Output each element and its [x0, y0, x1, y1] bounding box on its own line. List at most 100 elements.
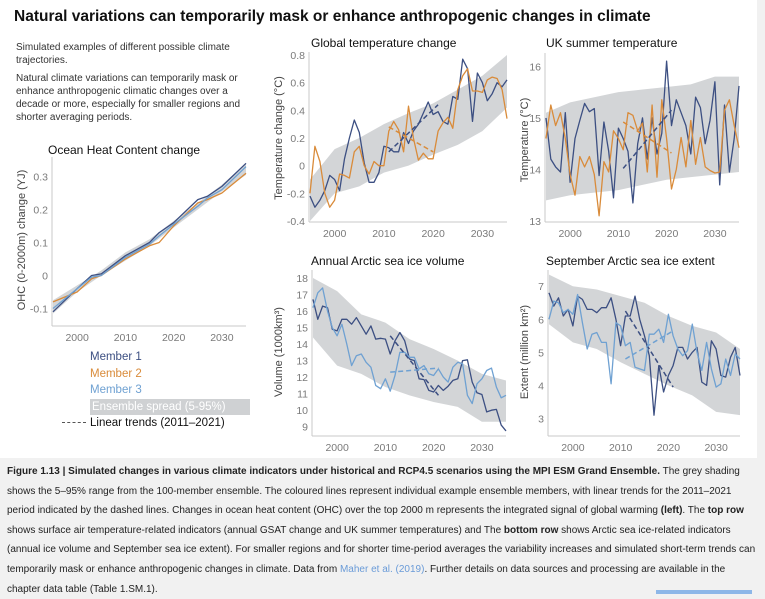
- icevol-y-tick-label: 14: [296, 339, 308, 351]
- chart-title-ohc: Ocean Heat Content change: [48, 143, 200, 157]
- gsat-trend-member-2: [388, 126, 434, 153]
- ohc-series-member-1: [52, 162, 247, 313]
- ohc-y-tick-label: 0.3: [33, 172, 48, 184]
- ohc-series-member-3: [52, 166, 247, 310]
- iceext-trend-member-1: [624, 310, 674, 388]
- gsat-x-tick-label: 2000: [323, 228, 347, 240]
- caption-label: Figure 1.13 | Simulated changes in vario…: [7, 466, 660, 477]
- intro-paragraph-2: Natural climate variations can temporari…: [16, 73, 240, 123]
- caption-text: . Further details on data sources and pr…: [7, 563, 726, 595]
- uk-x-tick-label: 2030: [703, 228, 727, 240]
- ylabel-icevol: Volume (1000km³): [273, 307, 285, 397]
- gsat-ensemble-spread: [310, 55, 507, 221]
- gsat-x-tick-label: 2020: [421, 228, 445, 240]
- iceext-x-tick-label: 2030: [704, 442, 728, 454]
- icevol-trend-member-3: [390, 367, 439, 373]
- uk-ensemble-spread: [546, 76, 739, 201]
- ohc-x-tick-label: 2000: [65, 332, 89, 344]
- icevol-x-tick-label: 2000: [325, 442, 349, 454]
- gsat-y-tick-label: -0.2: [287, 188, 305, 200]
- uk-x-tick-label: 2010: [607, 228, 631, 240]
- chart-title-uk: UK summer temperature: [546, 36, 678, 50]
- icevol-y-tick-label: 12: [296, 372, 308, 384]
- gsat-series-member-1: [309, 58, 508, 208]
- caption-bold-top-row: top row: [707, 505, 744, 517]
- chart-title-iceext: September Arctic sea ice extent: [546, 254, 715, 268]
- uk-x-tick-label: 2020: [655, 228, 679, 240]
- gsat-y-tick-label: 0: [299, 161, 305, 173]
- icevol-x-tick-label: 2020: [422, 442, 446, 454]
- iceext-y-tick-label: 4: [538, 380, 544, 392]
- uk-x-tick-label: 2000: [558, 228, 582, 240]
- caption-text: . The: [682, 505, 708, 517]
- caption-text: The grey shading shows the 5–95% range f…: [7, 466, 740, 517]
- legend-ensemble-spread: Ensemble spread (5-95%): [90, 398, 250, 415]
- iceext-y-tick-label: 5: [538, 347, 544, 359]
- ylabel-ohc: OHC (0-2000m) change (YJ): [16, 170, 28, 311]
- icevol-x-tick-label: 2010: [374, 442, 398, 454]
- ohc-ensemble-spread: [53, 163, 246, 314]
- legend-member-3: Member 3: [90, 384, 142, 396]
- maher-2019-link[interactable]: Maher et al. (2019): [339, 563, 425, 575]
- icevol-ensemble-spread: [313, 277, 506, 422]
- icevol-series-member-3: [312, 287, 507, 405]
- figure-title: Natural variations can temporarily mask …: [14, 8, 651, 25]
- ohc-y-tick-label: 0.1: [33, 238, 48, 250]
- icevol-x-tick-label: 2030: [470, 442, 494, 454]
- uk-y-tick-label: 13: [529, 216, 541, 228]
- uk-series-member-1: [545, 60, 740, 204]
- legend-member-1: Member 1: [90, 351, 142, 363]
- uk-y-tick-label: 15: [529, 113, 541, 125]
- scroll-indicator: [656, 590, 752, 594]
- gsat-x-tick-label: 2010: [372, 228, 396, 240]
- iceext-series-member-1: [548, 292, 741, 416]
- charts-canvas: Ocean Heat Content change OHC (0-2000m) …: [16, 36, 741, 454]
- iceext-x-tick-label: 2010: [609, 442, 633, 454]
- intro-paragraph-1: Simulated examples of different possible…: [16, 42, 230, 66]
- iceext-y-tick-label: 7: [538, 281, 544, 293]
- iceext-ensemble-spread: [549, 274, 740, 416]
- icevol-y-tick-label: 10: [296, 405, 308, 417]
- iceext-x-tick-label: 2020: [657, 442, 681, 454]
- chart-title-icevol: Annual Arctic sea ice volume: [311, 254, 465, 268]
- uk-trend-member-1: [622, 109, 673, 169]
- gsat-x-tick-label: 2030: [471, 228, 495, 240]
- gsat-y-tick-label: 0.2: [290, 133, 305, 145]
- icevol-y-tick-label: 17: [296, 289, 308, 301]
- dashed-line-icon: [62, 422, 86, 424]
- ylabel-uk: Temperature (°C): [519, 98, 531, 182]
- icevol-y-tick-label: 16: [296, 306, 308, 318]
- iceext-series-member-3: [548, 293, 741, 388]
- caption-text: shows Arctic sea ice-related indicators …: [7, 524, 756, 575]
- ohc-y-tick-label: -0.1: [30, 304, 48, 316]
- gsat-y-tick-label: 0.6: [290, 78, 305, 90]
- icevol-series-member-1: [312, 299, 507, 432]
- caption-bold-left: (left): [660, 505, 683, 517]
- figure-caption: Figure 1.13 | Simulated changes in vario…: [7, 462, 757, 599]
- iceext-y-tick-label: 3: [538, 413, 544, 425]
- legend: Member 1 Member 2 Member 3 Ensemble spre…: [62, 349, 250, 432]
- ohc-y-tick-label: 0.2: [33, 205, 48, 217]
- gsat-y-tick-label: -0.4: [287, 216, 305, 228]
- icevol-y-tick-label: 15: [296, 323, 308, 335]
- intro-text: Simulated examples of different possible…: [16, 41, 261, 129]
- icevol-trend-member-1: [389, 335, 440, 396]
- caption-text: shows surface air temperature-related in…: [7, 524, 504, 536]
- chart-title-gsat: Global temperature change: [311, 36, 457, 50]
- icevol-y-tick-label: 13: [296, 356, 308, 368]
- gsat-trend-member-1: [388, 104, 439, 153]
- ylabel-gsat: Temperature change (°C): [273, 76, 285, 200]
- iceext-y-tick-label: 6: [538, 314, 544, 326]
- legend-linear-trends-label: Linear trends (2011–2021): [90, 417, 225, 429]
- ohc-x-tick-label: 2010: [114, 332, 138, 344]
- icevol-y-tick-label: 9: [302, 422, 308, 434]
- uk-y-tick-label: 14: [529, 164, 541, 176]
- uk-series-member-2: [545, 99, 740, 217]
- iceext-trend-member-3: [625, 330, 674, 360]
- uk-trend-member-2: [622, 121, 672, 154]
- ohc-y-tick-label: 0: [42, 271, 48, 283]
- icevol-y-tick-label: 11: [297, 389, 308, 401]
- gsat-y-tick-label: 0.8: [290, 50, 305, 62]
- ohc-x-tick-label: 2030: [210, 332, 234, 344]
- uk-y-tick-label: 16: [529, 61, 541, 73]
